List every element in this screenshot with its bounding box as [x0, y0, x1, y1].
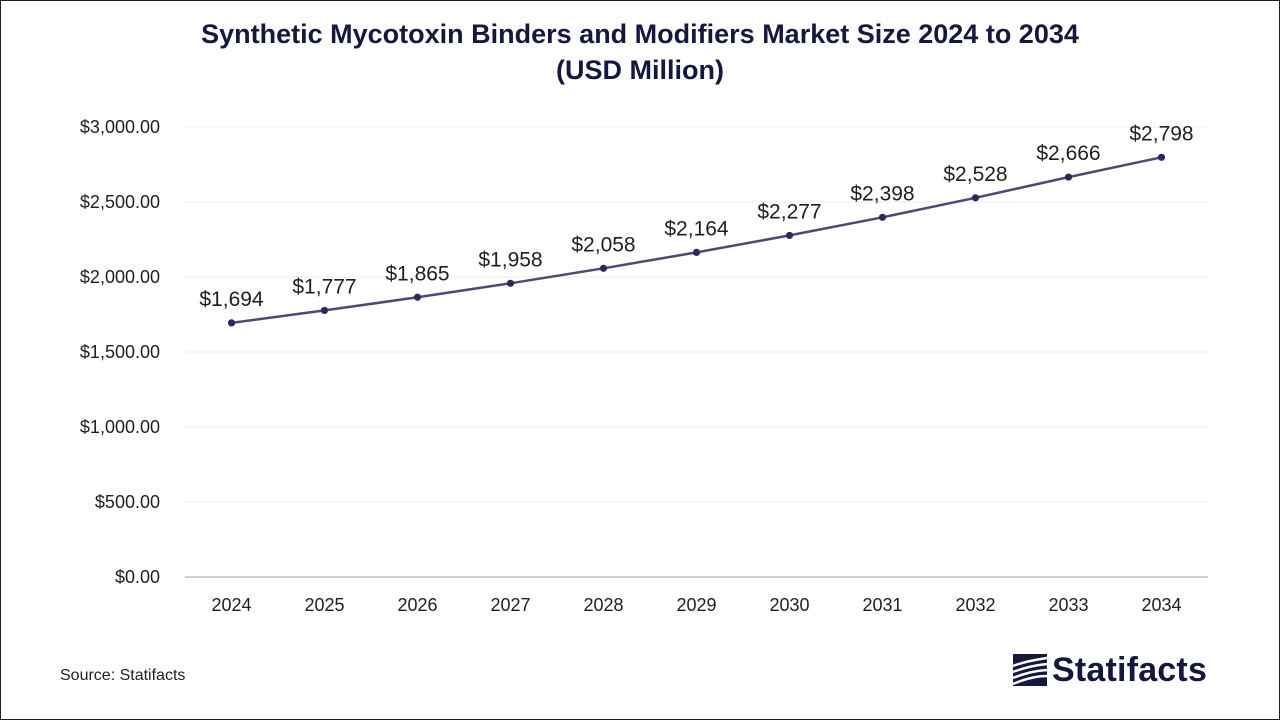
data-label: $2,398 [850, 182, 914, 205]
y-tick-label: $2,500.00 [80, 192, 160, 212]
data-label: $1,777 [292, 275, 356, 298]
data-label: $2,798 [1129, 122, 1193, 145]
data-label: $1,865 [385, 262, 449, 285]
data-point [506, 279, 515, 287]
y-tick-label: $1,500.00 [80, 342, 160, 362]
y-tick-label: $2,000.00 [80, 267, 160, 287]
x-tick-label: 2030 [769, 595, 809, 615]
statifacts-logo: Statifacts [1012, 650, 1207, 690]
data-point [971, 194, 980, 202]
data-point [692, 248, 701, 256]
x-tick-label: 2031 [862, 595, 902, 615]
x-tick-label: 2034 [1141, 595, 1181, 615]
chart-title: Synthetic Mycotoxin Binders and Modifier… [0, 16, 1280, 88]
y-tick-label: $0.00 [115, 567, 160, 587]
x-tick-label: 2024 [211, 595, 251, 615]
data-label: $2,164 [664, 217, 729, 240]
x-tick-label: 2027 [490, 595, 530, 615]
data-point [599, 264, 608, 272]
x-tick-label: 2025 [304, 595, 344, 615]
data-label: $2,277 [757, 200, 821, 223]
chart-title-line-2: (USD Million) [556, 55, 724, 85]
chart-title-line-1: Synthetic Mycotoxin Binders and Modifier… [201, 19, 1079, 49]
data-label: $1,958 [478, 248, 542, 271]
data-label: $2,058 [571, 233, 635, 256]
data-label: $2,528 [943, 163, 1007, 186]
y-tick-label: $1,000.00 [80, 417, 160, 437]
y-tick-label: $500.00 [95, 492, 160, 512]
source-note: Source: Statifacts [60, 667, 186, 684]
x-tick-label: 2033 [1048, 595, 1088, 615]
data-point [1157, 153, 1166, 161]
data-point [785, 231, 794, 240]
data-point [227, 319, 236, 327]
x-tick-label: 2026 [397, 595, 437, 615]
x-tick-label: 2029 [676, 595, 716, 615]
data-point [413, 293, 422, 301]
x-tick-label: 2028 [583, 595, 623, 615]
statifacts-logo-icon [1012, 654, 1048, 686]
data-point [878, 213, 887, 221]
statifacts-logo-text: Statifacts [1052, 650, 1208, 689]
data-point [320, 306, 329, 315]
y-tick-label: $3,000.00 [80, 117, 160, 137]
x-tick-label: 2032 [955, 595, 995, 615]
data-label: $2,666 [1036, 142, 1100, 165]
data-label: $1,694 [199, 288, 264, 311]
data-point [1064, 173, 1073, 181]
